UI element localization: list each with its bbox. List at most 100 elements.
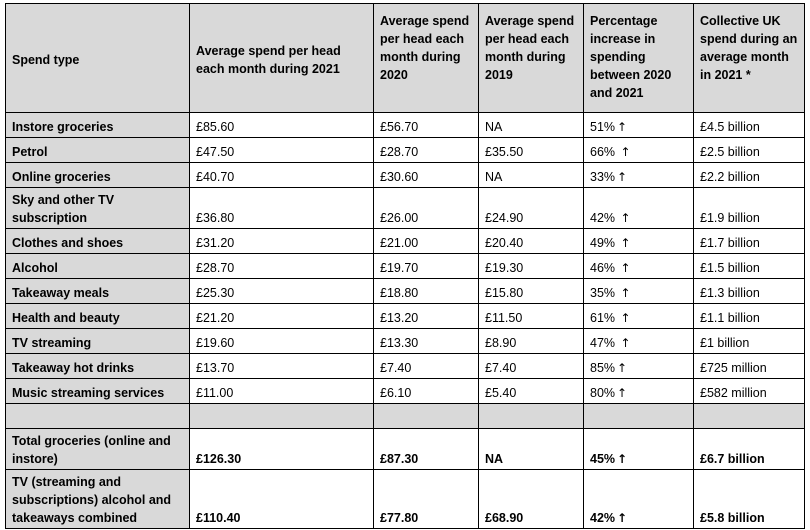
pct-cell: 66% ↑: [583, 137, 694, 163]
table-row: Alcohol £28.70 £19.70 £19.30 46% ↑ £1.5 billi…: [5, 253, 805, 279]
table-row: Online groceries £40.70 £30.60 NA 33% ↑ £2.2 b…: [5, 162, 805, 188]
collective-spend-cell: £725 million: [693, 353, 805, 379]
spend-type-cell: Health and beauty: [5, 303, 190, 329]
table-row: Takeaway meals £25.30 £18.80 £15.80 35% ↑ £1.…: [5, 278, 805, 304]
header-avg-2020: Average spend per head each month during…: [373, 3, 479, 113]
collective-spend-cell: £1.5 billion: [693, 253, 805, 279]
arrow-up-icon: ↑: [617, 511, 628, 525]
pct-cell: 85% ↑: [583, 353, 694, 379]
table-row: Health and beauty £21.20 £13.20 £11.50 61% ↑…: [5, 303, 805, 329]
pct-cell: 47% ↑: [583, 328, 694, 354]
pct-cell: 61% ↑: [583, 303, 694, 329]
spend-2019-cell: £15.80: [478, 278, 584, 304]
collective-spend-cell: £1.7 billion: [693, 228, 805, 254]
spend-2019-cell: £68.90: [478, 469, 584, 529]
table-row: TV streaming £19.60 £13.30 £8.90 47% ↑ £1 bil…: [5, 328, 805, 354]
pct-cell: 46% ↑: [583, 253, 694, 279]
table-row: Sky and other TV subscription £36.80 £26.0…: [5, 187, 805, 229]
spend-2021-cell: £126.30: [189, 428, 374, 470]
pct-value: 46%: [590, 261, 619, 275]
spacer-row: [5, 403, 805, 429]
arrow-up-icon: ↑: [620, 236, 631, 250]
spacer-cell: [5, 403, 190, 429]
spend-type-cell: Alcohol: [5, 253, 190, 279]
spend-2019-cell: NA: [478, 112, 584, 138]
spend-type-cell: Takeaway meals: [5, 278, 190, 304]
spend-2020-cell: £13.20: [373, 303, 479, 329]
spend-type-cell: Music streaming services: [5, 378, 190, 404]
spend-2020-cell: £21.00: [373, 228, 479, 254]
collective-spend-cell: £582 million: [693, 378, 805, 404]
arrow-up-icon: ↑: [620, 261, 631, 275]
spacer-cell: [693, 403, 805, 429]
arrow-up-icon: ↑: [617, 170, 628, 184]
spend-2021-cell: £25.30: [189, 278, 374, 304]
pct-cell: 42% ↑: [583, 469, 694, 529]
pct-value: 80%: [590, 386, 616, 400]
collective-spend-cell: £6.7 billion: [693, 428, 805, 470]
spend-2019-cell: £7.40: [478, 353, 584, 379]
spend-2019-cell: £20.40: [478, 228, 584, 254]
spend-2020-cell: £30.60: [373, 162, 479, 188]
pct-value: 85%: [590, 361, 616, 375]
collective-spend-cell: £2.5 billion: [693, 137, 805, 163]
pct-cell: 80% ↑: [583, 378, 694, 404]
pct-cell: 49% ↑: [583, 228, 694, 254]
spend-type-cell: Takeaway hot drinks: [5, 353, 190, 379]
pct-value: 61%: [590, 311, 619, 325]
spend-type-cell: Petrol: [5, 137, 190, 163]
header-avg-2019: Average spend per head each month during…: [478, 3, 584, 113]
table-row: Takeaway hot drinks £13.70 £7.40 £7.40 85% ↑ £…: [5, 353, 805, 379]
spend-2019-cell: £24.90: [478, 187, 584, 229]
header-collective: Collective UK spend during an average mo…: [693, 3, 805, 113]
pct-cell: 51% ↑: [583, 112, 694, 138]
spacer-cell: [478, 403, 584, 429]
total-row: Total groceries (online and instore) £126…: [5, 428, 805, 470]
spend-2019-cell: £5.40: [478, 378, 584, 404]
collective-spend-cell: £5.8 billion: [693, 469, 805, 529]
table-row: Clothes and shoes £31.20 £21.00 £20.40 49% ↑…: [5, 228, 805, 254]
spend-type-cell: Instore groceries: [5, 112, 190, 138]
total-row: TV (streaming and subscriptions) alcohol…: [5, 469, 805, 529]
arrow-up-icon: ↑: [620, 145, 631, 159]
arrow-up-icon: ↑: [620, 286, 631, 300]
spend-2020-cell: £13.30: [373, 328, 479, 354]
arrow-up-icon: ↑: [620, 336, 631, 350]
collective-spend-cell: £4.5 billion: [693, 112, 805, 138]
arrow-up-icon: ↑: [617, 452, 628, 466]
pct-cell: 35% ↑: [583, 278, 694, 304]
spend-2020-cell: £18.80: [373, 278, 479, 304]
collective-spend-cell: £1.9 billion: [693, 187, 805, 229]
spend-2019-cell: £19.30: [478, 253, 584, 279]
spend-2021-cell: £47.50: [189, 137, 374, 163]
pct-value: 66%: [590, 145, 619, 159]
spend-table: Spend type Average spend per head each m…: [5, 3, 805, 529]
spend-2021-cell: £40.70: [189, 162, 374, 188]
spend-2020-cell: £77.80: [373, 469, 479, 529]
spend-2020-cell: £6.10: [373, 378, 479, 404]
spend-type-cell: Total groceries (online and instore): [5, 428, 190, 470]
collective-spend-cell: £2.2 billion: [693, 162, 805, 188]
pct-cell: 33% ↑: [583, 162, 694, 188]
spend-2019-cell: NA: [478, 428, 584, 470]
arrow-up-icon: ↑: [617, 120, 628, 134]
spend-type-cell: Clothes and shoes: [5, 228, 190, 254]
header-pct-increase: Percentage increase in spending between …: [583, 3, 694, 113]
pct-value: 49%: [590, 236, 619, 250]
pct-value: 45%: [590, 452, 616, 466]
spend-2021-cell: £11.00: [189, 378, 374, 404]
spacer-cell: [373, 403, 479, 429]
spend-2020-cell: £26.00: [373, 187, 479, 229]
spend-2020-cell: £56.70: [373, 112, 479, 138]
pct-value: 47%: [590, 336, 619, 350]
spend-2021-cell: £31.20: [189, 228, 374, 254]
spend-type-cell: Sky and other TV subscription: [5, 187, 190, 229]
table-wrapper: Spend type Average spend per head each m…: [5, 3, 805, 529]
pct-value: 42%: [590, 211, 619, 225]
spend-2019-cell: NA: [478, 162, 584, 188]
collective-spend-cell: £1.1 billion: [693, 303, 805, 329]
spend-2021-cell: £110.40: [189, 469, 374, 529]
spend-2021-cell: £13.70: [189, 353, 374, 379]
header-row: Spend type Average spend per head each m…: [5, 3, 805, 113]
arrow-up-icon: ↑: [620, 211, 631, 225]
